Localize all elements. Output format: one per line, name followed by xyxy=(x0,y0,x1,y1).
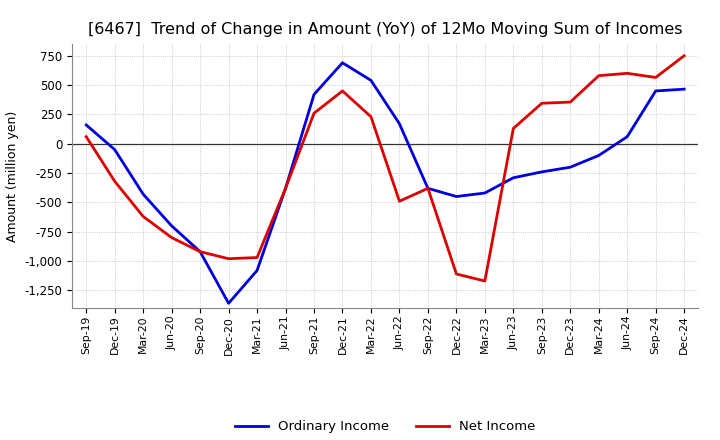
Net Income xyxy=(509,126,518,131)
Net Income xyxy=(452,271,461,277)
Ordinary Income xyxy=(139,191,148,197)
Line: Ordinary Income: Ordinary Income xyxy=(86,63,684,303)
Ordinary Income xyxy=(310,92,318,97)
Ordinary Income xyxy=(110,147,119,152)
Net Income xyxy=(623,71,631,76)
Ordinary Income xyxy=(282,186,290,191)
Ordinary Income xyxy=(452,194,461,199)
Ordinary Income xyxy=(366,78,375,83)
Ordinary Income xyxy=(423,186,432,191)
Legend: Ordinary Income, Net Income: Ordinary Income, Net Income xyxy=(230,415,541,439)
Ordinary Income xyxy=(82,122,91,128)
Net Income xyxy=(537,101,546,106)
Line: Net Income: Net Income xyxy=(86,56,684,281)
Ordinary Income xyxy=(225,301,233,306)
Ordinary Income xyxy=(537,169,546,175)
Net Income xyxy=(253,255,261,260)
Net Income xyxy=(480,279,489,284)
Net Income xyxy=(82,134,91,139)
Net Income xyxy=(225,256,233,261)
Net Income xyxy=(680,53,688,59)
Net Income xyxy=(338,88,347,94)
Net Income xyxy=(423,186,432,191)
Net Income xyxy=(395,198,404,204)
Net Income xyxy=(595,73,603,78)
Net Income xyxy=(167,235,176,240)
Net Income xyxy=(139,214,148,219)
Y-axis label: Amount (million yen): Amount (million yen) xyxy=(6,110,19,242)
Ordinary Income xyxy=(566,165,575,170)
Ordinary Income xyxy=(167,223,176,228)
Net Income xyxy=(652,75,660,80)
Ordinary Income xyxy=(509,175,518,180)
Net Income xyxy=(366,114,375,119)
Ordinary Income xyxy=(652,88,660,94)
Ordinary Income xyxy=(623,134,631,139)
Ordinary Income xyxy=(680,87,688,92)
Net Income xyxy=(282,186,290,191)
Ordinary Income xyxy=(395,121,404,126)
Net Income xyxy=(196,249,204,254)
Ordinary Income xyxy=(338,60,347,66)
Ordinary Income xyxy=(480,191,489,196)
Ordinary Income xyxy=(253,268,261,273)
Net Income xyxy=(310,110,318,116)
Net Income xyxy=(566,99,575,105)
Title: [6467]  Trend of Change in Amount (YoY) of 12Mo Moving Sum of Incomes: [6467] Trend of Change in Amount (YoY) o… xyxy=(88,22,683,37)
Ordinary Income xyxy=(196,249,204,254)
Net Income xyxy=(110,179,119,184)
Ordinary Income xyxy=(595,153,603,158)
